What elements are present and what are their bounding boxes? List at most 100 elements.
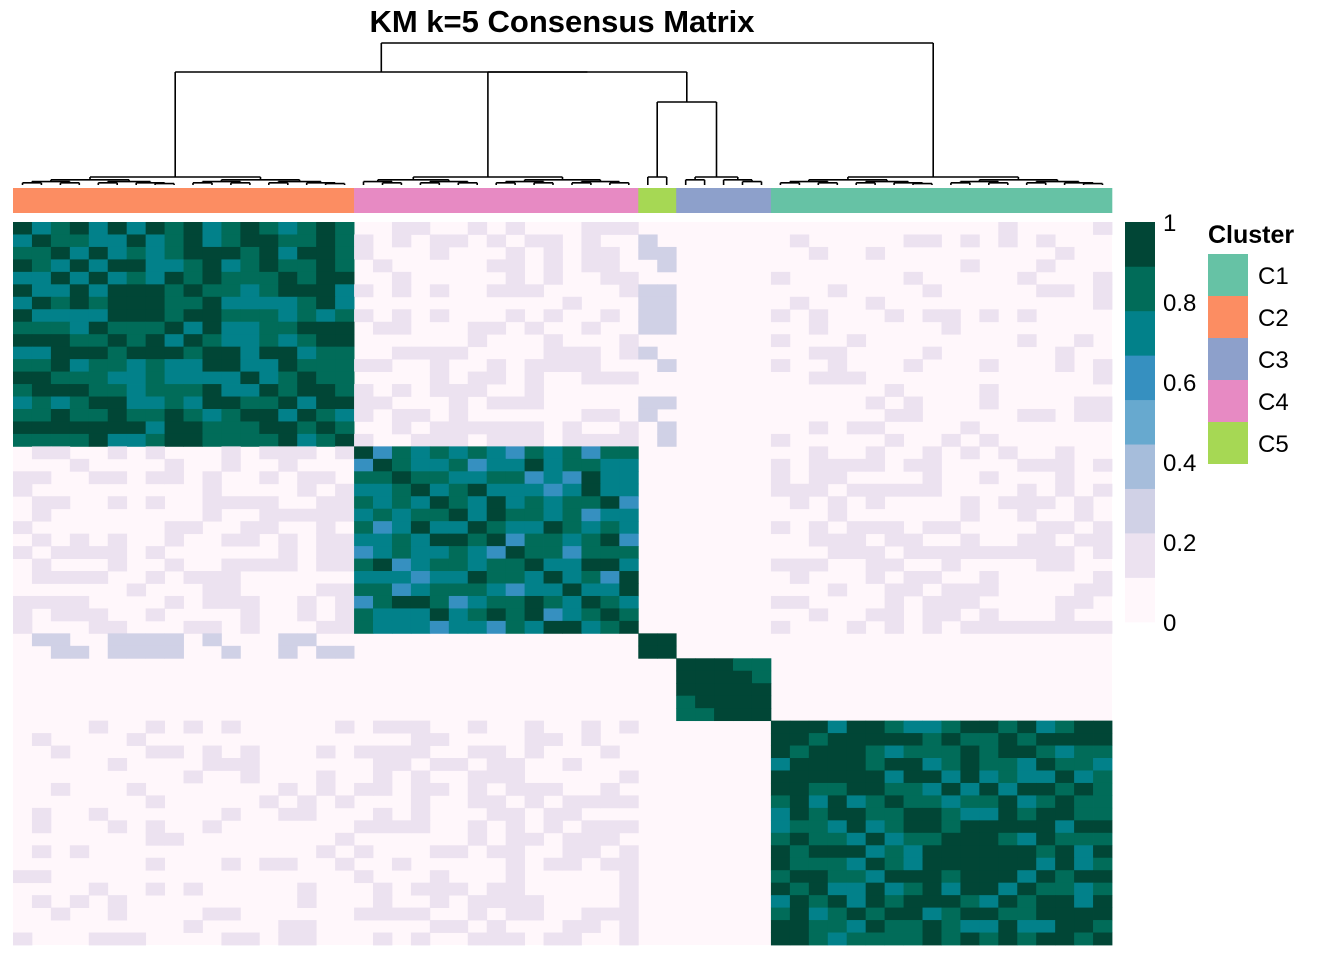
heatmap-cell [1055,595,1075,609]
heatmap-cell [827,458,848,472]
heatmap-cell [524,471,544,485]
heatmap-cell [1055,758,1075,771]
heatmap-cell [1017,758,1037,771]
heatmap-cell [1093,882,1113,896]
heatmap-cell [335,546,355,559]
heatmap-cell [448,234,469,248]
heatmap-cell [865,246,886,260]
heatmap-cell [903,458,923,472]
heatmap-cell [316,433,336,447]
heatmap-cell [391,471,412,485]
heatmap-cell [922,720,942,734]
heatmap-cell [88,334,109,348]
heatmap-cell [145,645,165,659]
heatmap-cell [543,508,563,522]
heatmap-cell [373,483,393,497]
heatmap-cell [865,608,886,622]
heatmap-cell [410,408,431,422]
heatmap-cell [107,421,128,435]
heatmap-cell [145,334,165,348]
heatmap-cell [202,271,222,285]
heatmap-cell [1036,820,1056,834]
heatmap-cell [808,795,829,809]
heatmap-cell [543,458,563,472]
heatmap-cell [770,733,791,746]
heatmap-cell [278,546,298,559]
heatmap-cell [543,246,563,260]
heatmap-cell [1074,620,1094,634]
heatmap-cell [543,595,563,609]
heatmap-cell [278,334,298,348]
heatmap-cell [240,758,260,771]
heatmap-cell [1055,745,1075,759]
heatmap-cell [354,608,374,622]
heatmap-cell [391,483,412,497]
heatmap-cell [278,346,298,360]
heatmap-cell [827,807,848,821]
heatmap-cell [240,745,260,759]
heatmap-cell [505,546,526,559]
colorbar-swatch [1125,222,1155,267]
heatmap-cell [827,745,848,759]
heatmap-cell [1093,820,1113,834]
heatmap-cell [31,359,52,372]
colorbar-swatch [1125,310,1155,356]
heatmap-cell [695,658,715,672]
heatmap-cell [733,708,753,722]
heatmap-cell [448,920,469,933]
heatmap-cell [486,508,507,522]
heatmap-cell [13,396,33,410]
heatmap-cell [789,895,810,909]
heatmap-cell [922,857,942,871]
heatmap-cell [183,720,203,734]
heatmap-cell [145,284,165,298]
heatmap-cell [391,758,412,771]
heatmap-cell [335,508,355,522]
heatmap-cell [1093,758,1113,771]
heatmap-cell [846,820,867,834]
heatmap-cell [657,259,677,273]
heatmap-cell [1074,720,1094,734]
legend-swatch-c4 [1208,380,1248,422]
heatmap-cell [865,807,886,821]
heatmap-cell [259,907,279,921]
heatmap-cell [770,359,791,372]
heatmap-cell [107,346,128,360]
heatmap-cell [31,271,52,285]
heatmap-cell [808,907,829,921]
heatmap-cell [998,845,1018,859]
heatmap-cell [922,733,942,746]
heatmap-cell [429,895,450,909]
heatmap-cell [448,758,469,771]
heatmap-cell [1017,820,1037,834]
heatmap-cell [884,820,904,834]
heatmap-cell [221,222,241,235]
heatmap-cell [448,346,469,360]
heatmap-cell [600,471,620,485]
heatmap-cell [429,508,450,522]
heatmap-cell [1055,546,1075,559]
heatmap-cell [373,620,393,634]
heatmap-cell [486,496,507,510]
heatmap-cell [240,521,260,535]
colorbar-tick-label: 1 [1163,210,1176,237]
heatmap-cell [69,346,90,360]
heatmap-cell [486,745,507,759]
heatmap-cell [505,857,526,871]
heatmap-cell [69,546,90,559]
heatmap-cell [391,857,412,871]
heatmap-cell [278,857,298,871]
heatmap-cell [922,620,942,634]
heatmap-cell [676,683,696,697]
heatmap-cell [846,421,867,435]
heatmap-cell [107,246,128,260]
heatmap-cell [1017,458,1037,472]
heatmap-cell [50,346,71,360]
heatmap-cell [278,396,298,410]
heatmap-cell [903,920,923,933]
heatmap-cell [50,571,71,584]
heatmap-cell [941,321,961,335]
heatmap-cell [69,296,90,310]
heatmap-cell [581,346,601,360]
